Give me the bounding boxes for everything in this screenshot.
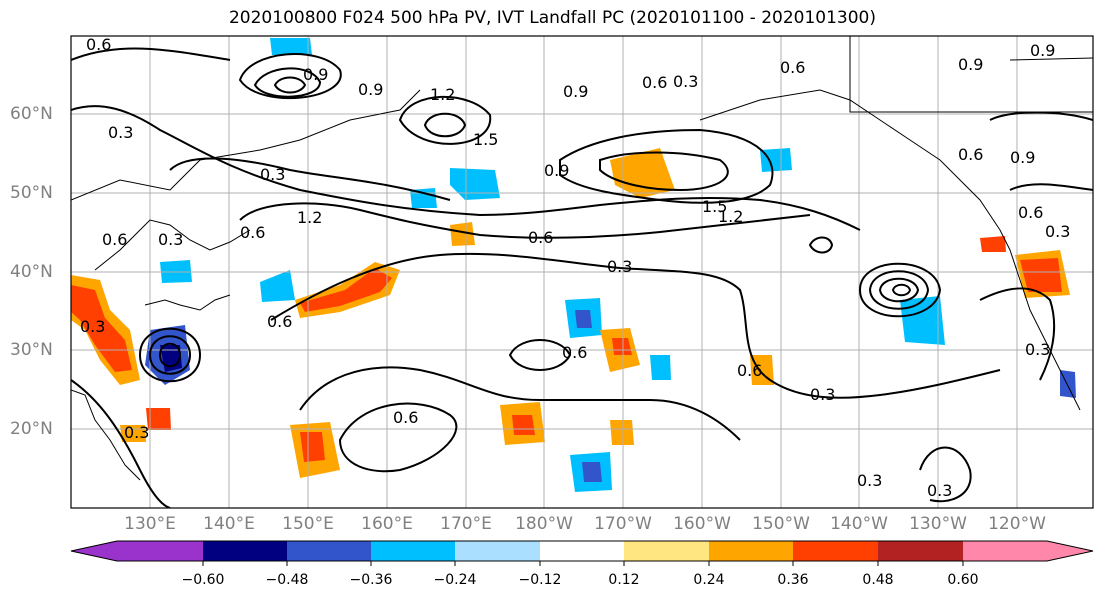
colorbar-tick-label: −0.12 (518, 572, 562, 588)
colorbar-tick-label: −0.24 (433, 572, 477, 588)
lon-label: 180°W (515, 514, 573, 534)
contour-label: 0.9 (563, 82, 588, 101)
contour-label: 1.5 (702, 197, 727, 216)
colorbar-tick-label: 0.12 (608, 572, 640, 588)
colorbar-bin (624, 541, 709, 561)
lon-label: 140°E (203, 514, 255, 534)
contour-label: 0.3 (158, 230, 183, 249)
contour-label: 0.6 (528, 228, 553, 247)
lat-label-50n: 50°N (10, 183, 53, 203)
contour-label: 0.3 (80, 317, 105, 336)
colorbar-bin (117, 541, 203, 561)
lon-label: 120°W (988, 514, 1046, 534)
colorbar-tick-label: 0.60 (947, 572, 979, 588)
contour-label: 0.9 (958, 55, 983, 74)
map-title: 2020100800 F024 500 hPa PV, IVT Landfall… (228, 8, 876, 28)
lat-label-20n: 20°N (10, 419, 53, 439)
colorbar-tick-label: −0.60 (181, 572, 225, 588)
colorbar-bin (371, 541, 455, 561)
lat-label-40n: 40°N (10, 262, 53, 282)
colorbar-bin (793, 541, 878, 561)
contour-label: 0.6 (1018, 203, 1043, 222)
lon-label: 130°W (909, 514, 967, 534)
colorbar-tick-label: 0.48 (862, 572, 894, 588)
contour-label: 0.6 (102, 230, 127, 249)
pv-shading (71, 38, 1076, 492)
contour-label: 0.6 (958, 145, 983, 164)
contour-label: 0.6 (642, 73, 667, 92)
lon-label: 150°W (752, 514, 810, 534)
contour-label: 0.3 (607, 257, 632, 276)
contour-label: 0.6 (267, 312, 292, 331)
lon-label: 170°W (594, 514, 652, 534)
colorbar-outline (70, 540, 1094, 562)
colorbar-tick-label: 0.24 (693, 572, 725, 588)
colorbar-bin (963, 541, 1047, 561)
contour-label: 0.6 (86, 35, 111, 54)
contour-label: 0.3 (1025, 340, 1050, 359)
colorbar-extend-left (71, 541, 117, 561)
colorbar (70, 540, 1094, 566)
pv-contours (71, 47, 1093, 508)
lon-label: 140°W (830, 514, 888, 534)
lon-label: 130°E (124, 514, 176, 534)
contour-label: 0.9 (1030, 41, 1055, 60)
colorbar-bin (287, 541, 371, 561)
contour-label: 0.3 (857, 471, 882, 490)
contour-label: 0.9 (1010, 148, 1035, 167)
lon-label: 160°W (673, 514, 731, 534)
contour-label: 0.6 (562, 343, 587, 362)
lon-label: 150°E (282, 514, 334, 534)
contour-label: 0.3 (927, 481, 952, 500)
contour-label: 0.3 (1045, 222, 1070, 241)
contour-label: 0.6 (737, 361, 762, 380)
lon-label: 170°E (440, 514, 492, 534)
contour-label: 0.9 (358, 80, 383, 99)
contour-label: 0.3 (108, 123, 133, 142)
graticule (71, 36, 1093, 508)
contour-label: 0.3 (260, 165, 285, 184)
contour-label: 0.3 (673, 72, 698, 91)
contour-label: 1.2 (297, 208, 322, 227)
colorbar-extend-right (1047, 541, 1093, 561)
contour-label: 1.5 (473, 130, 498, 149)
colorbar-tick-label: 0.36 (777, 572, 809, 588)
colorbar-tick-label: −0.48 (265, 572, 309, 588)
colorbar-tick-label: −0.36 (349, 572, 393, 588)
contour-label: 0.9 (544, 161, 569, 180)
contour-label: 0.6 (780, 58, 805, 77)
contour-label: 1.2 (718, 207, 743, 226)
colorbar-bin (878, 541, 963, 561)
contour-label: 0.6 (393, 408, 418, 427)
contour-label: 1.2 (430, 85, 455, 104)
colorbar-bin (709, 541, 793, 561)
contour-label: 0.6 (240, 223, 265, 242)
contour-label: 0.9 (303, 65, 328, 84)
contour-label: 0.3 (810, 385, 835, 404)
coastlines (71, 36, 1093, 481)
contour-labels: 0.6 0.9 0.9 1.2 1.5 0.6 0.3 0.3 0.3 0.6 … (80, 35, 1070, 500)
lat-label-30n: 30°N (10, 340, 53, 360)
lon-label: 160°E (361, 514, 413, 534)
colorbar-bin (203, 541, 287, 561)
lat-label-60n: 60°N (10, 104, 53, 124)
contour-label: 0.3 (124, 423, 149, 442)
colorbar-bin (540, 541, 624, 561)
map-frame (70, 35, 1094, 509)
colorbar-bin (455, 541, 540, 561)
